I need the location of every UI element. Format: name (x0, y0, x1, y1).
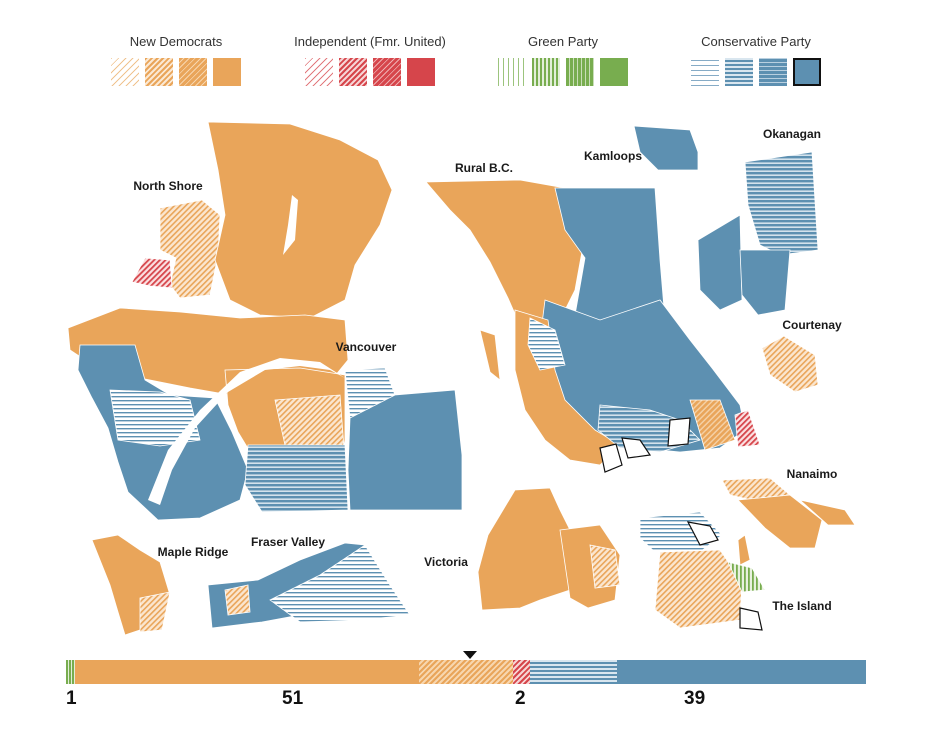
swatch-independent-lean-2[interactable] (339, 58, 367, 86)
swatch-independent-lean-3[interactable] (373, 58, 401, 86)
vancouver-inset (67, 121, 463, 521)
riding-langley[interactable] (347, 389, 463, 511)
island-inset (639, 511, 766, 631)
riding-north-shore-2[interactable] (131, 257, 173, 289)
riding-nanaimo-3[interactable] (798, 499, 856, 526)
metro-outline-3 (667, 417, 691, 447)
label-kamloops: Kamloops (584, 149, 642, 163)
riding-rural-east-ind[interactable] (734, 409, 761, 448)
legend-independent-label: Independent (Fmr. United) (294, 34, 446, 49)
seat-count-conservative: 39 (684, 688, 706, 709)
label-courtenay: Courtenay (782, 318, 842, 332)
riding-courtenay[interactable] (761, 335, 819, 393)
okanagan-inset (697, 151, 819, 316)
riding-vancouver-north[interactable] (207, 121, 393, 319)
metro-outline-2 (621, 437, 652, 459)
riding-victoria-lean[interactable] (589, 544, 621, 589)
swatch-ndp-lean-2[interactable] (145, 58, 173, 86)
swatch-ndp-lean-3[interactable] (179, 58, 207, 86)
swatch-green-lean-2[interactable] (532, 58, 560, 86)
seat-count-independent: 2 (515, 688, 526, 709)
metro-outline-5 (739, 607, 763, 631)
riding-rural-coast-lean[interactable] (527, 317, 566, 371)
label-vancouver: Vancouver (336, 340, 397, 354)
riding-nanaimo-2[interactable] (737, 494, 823, 549)
swatch-ndp-lean-1[interactable] (111, 58, 139, 86)
metro-outline-4 (686, 521, 719, 546)
seat-bar-green[interactable] (66, 660, 75, 684)
swatch-ndp-solid[interactable] (213, 58, 241, 86)
swatch-independent-solid[interactable] (407, 58, 435, 86)
riding-rural-kootenay[interactable] (689, 399, 736, 451)
legend: New Democrats Independent (Fmr. United) … (0, 34, 927, 94)
riding-fraser-valley-east[interactable] (269, 544, 411, 623)
swatch-green-lean-3[interactable] (566, 58, 594, 86)
swatch-green-solid[interactable] (600, 58, 628, 86)
legend-conservative-label: Conservative Party (701, 34, 811, 49)
swatch-conservative-solid[interactable] (793, 58, 821, 86)
seat-bar (66, 660, 866, 684)
seat-bar-independent[interactable] (513, 660, 531, 684)
rural-bc-inset (425, 179, 761, 473)
legend-green-label: Green Party (527, 34, 599, 49)
riding-island-green[interactable] (727, 561, 766, 593)
swatch-conservative-lean-1[interactable] (691, 58, 719, 86)
seat-bar-conservative-lean[interactable] (530, 660, 617, 684)
seat-bar-ndp-lean[interactable] (418, 660, 514, 684)
metro-outline-1 (599, 443, 623, 473)
riding-kamloops[interactable] (633, 125, 699, 171)
seat-bar-conservative-solid[interactable] (616, 660, 866, 684)
riding-okanagan-north[interactable] (744, 151, 819, 256)
riding-white-rock[interactable] (244, 444, 349, 513)
label-nanaimo: Nanaimo (787, 467, 838, 481)
seat-bar-ndp-solid[interactable] (74, 660, 419, 684)
legend-green: Green Party (495, 34, 631, 86)
riding-okanagan-west[interactable] (697, 214, 743, 311)
swatch-green-lean-1[interactable] (498, 58, 526, 86)
riding-north-shore-1[interactable] (159, 199, 221, 299)
riding-maple-ridge-lean[interactable] (139, 591, 171, 633)
riding-vancouver-north-lake (283, 195, 298, 255)
legend-ndp-label: New Democrats (129, 34, 223, 49)
fraser-river (148, 358, 345, 505)
label-okanagan: Okanagan (763, 127, 821, 141)
riding-richmond-lean[interactable] (109, 389, 201, 447)
label-the-island: The Island (772, 599, 831, 613)
riding-island-central[interactable] (654, 549, 743, 629)
swatch-conservative-lean-2[interactable] (725, 58, 753, 86)
riding-victoria-1[interactable] (477, 487, 576, 611)
riding-fraser-valley-ndp[interactable] (224, 584, 251, 616)
majority-marker (463, 651, 478, 659)
north-shore-inset (131, 199, 221, 299)
riding-rural-islands[interactable] (479, 329, 501, 381)
riding-island-east[interactable] (737, 534, 751, 566)
swatch-independent-lean-1[interactable] (305, 58, 333, 86)
label-north-shore: North Shore (133, 179, 203, 193)
label-rural-bc: Rural B.C. (455, 161, 513, 175)
seat-count-green: 1 (66, 688, 77, 709)
label-fraser-valley: Fraser Valley (251, 535, 325, 549)
seat-count-ndp: 51 (282, 688, 304, 709)
swatch-conservative-lean-3[interactable] (759, 58, 787, 86)
label-victoria: Victoria (424, 555, 468, 569)
label-maple-ridge: Maple Ridge (158, 545, 229, 559)
riding-okanagan-south[interactable] (739, 249, 791, 316)
legend-conservative: Conservative Party (688, 34, 824, 86)
riding-victoria-2[interactable] (559, 524, 621, 609)
legend-ndp: New Democrats (108, 34, 244, 86)
legend-independent: Independent (Fmr. United) (285, 34, 455, 86)
